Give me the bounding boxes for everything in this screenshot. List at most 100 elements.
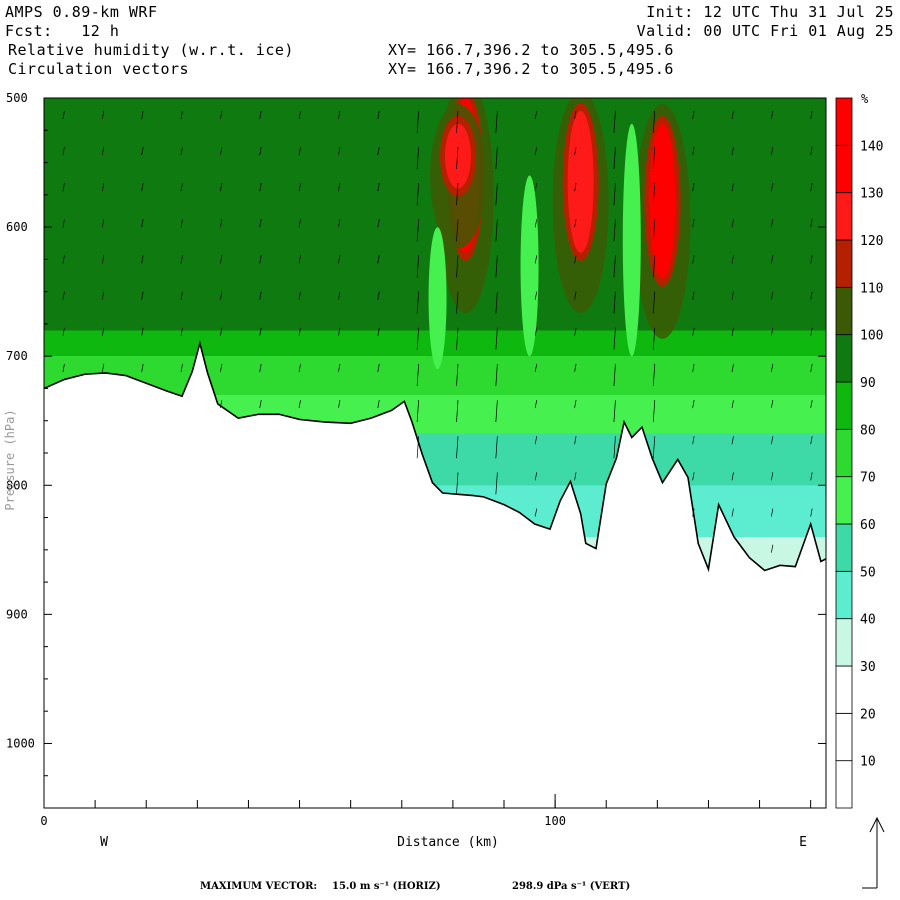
vector-arrow xyxy=(62,110,65,119)
vector-arrow xyxy=(377,255,380,264)
vector-arrow xyxy=(810,508,813,517)
vector-arrow xyxy=(613,436,616,459)
vector-arrow xyxy=(259,219,262,228)
colorbar-label: 30 xyxy=(860,660,876,675)
vector-arrow xyxy=(220,110,223,119)
vector-arrow xyxy=(298,183,301,192)
rh-max-2 xyxy=(649,123,676,279)
vector-arrow xyxy=(141,219,144,228)
y-tick-label: 700 xyxy=(6,349,28,363)
vector-arrow xyxy=(298,110,301,119)
vector-arrow xyxy=(534,146,538,156)
vector-arrow xyxy=(456,291,459,314)
vector-arrow xyxy=(731,508,734,517)
vector-arrow xyxy=(495,255,498,278)
colorbar-label: 140 xyxy=(860,139,883,154)
vector-arrow xyxy=(495,183,498,206)
vector-arrow xyxy=(692,291,695,300)
vector-arrow xyxy=(298,327,301,336)
vector-arrow xyxy=(338,110,341,119)
x-tick-label: 100 xyxy=(544,814,566,828)
vector-arrow xyxy=(456,363,459,386)
vector-arrow xyxy=(771,472,774,481)
vector-arrow xyxy=(377,110,380,119)
vector-arrow xyxy=(180,183,183,192)
colorbar-swatch xyxy=(835,97,853,146)
vector-arrow xyxy=(416,183,419,206)
vector-arrow xyxy=(495,363,498,386)
colorbar-label: 70 xyxy=(860,471,876,486)
vector-arrow xyxy=(259,327,262,336)
vector-arrow xyxy=(101,110,105,119)
vector-arrow xyxy=(141,110,144,119)
vector-arrow xyxy=(456,255,459,278)
vector-arrow xyxy=(259,146,262,156)
vector-arrow xyxy=(613,363,616,386)
vector-arrow xyxy=(731,110,734,119)
vector-arrow xyxy=(731,327,734,336)
vector-arrow xyxy=(298,146,301,156)
vector-arrow xyxy=(574,436,577,445)
vector-arrow xyxy=(613,219,616,242)
vector-arrow xyxy=(771,219,774,228)
colorbar-label: 120 xyxy=(860,234,883,249)
vector-arrow xyxy=(377,363,380,372)
colorbar-label: 130 xyxy=(860,187,883,202)
vector-arrow xyxy=(731,363,734,372)
vector-arrow xyxy=(298,400,301,409)
vector-arrow xyxy=(220,400,223,409)
colorbar-label: 100 xyxy=(860,329,883,344)
vector-arrow xyxy=(298,219,301,228)
forecast-hour: Fcst: 12 h xyxy=(5,22,120,40)
colorbar-label: 40 xyxy=(860,613,876,628)
colorbar-label: 80 xyxy=(860,423,876,438)
vector-arrow xyxy=(652,219,656,242)
vector-arrow xyxy=(810,219,813,228)
colorbar-swatch xyxy=(835,381,853,430)
vector-arrow xyxy=(180,219,183,228)
vector-arrow xyxy=(62,255,65,264)
field-name-vectors: Circulation vectors xyxy=(8,60,190,78)
vector-arrow xyxy=(771,544,774,553)
vector-arrow xyxy=(62,183,65,192)
vector-arrow xyxy=(771,183,774,192)
colorbar-swatch xyxy=(835,712,853,762)
vector-arrow xyxy=(810,400,813,409)
vector-arrow xyxy=(180,327,183,336)
vector-arrow xyxy=(534,363,538,372)
vector-arrow xyxy=(771,146,774,156)
vector-arrow xyxy=(141,327,144,336)
vector-arrow xyxy=(220,219,223,228)
y-tick-label: 900 xyxy=(6,607,28,621)
colorbar-swatch xyxy=(835,334,853,383)
vector-arrow xyxy=(377,400,380,409)
vector-arrow xyxy=(456,436,459,459)
vector-arrow xyxy=(456,400,459,423)
vector-arrow xyxy=(141,255,144,264)
vector-arrow xyxy=(456,327,459,350)
rh-dry-tongue-1 xyxy=(520,175,539,357)
vector-arrow xyxy=(456,472,459,495)
vector-arrow xyxy=(338,183,341,192)
y-tick-label: 600 xyxy=(6,220,28,234)
vector-arrow xyxy=(416,219,419,242)
colorbar-swatch xyxy=(835,192,853,241)
vector-arrow xyxy=(652,183,656,206)
vector-arrow xyxy=(141,363,144,372)
circulation-vectors xyxy=(62,110,813,553)
vector-arrow xyxy=(692,327,695,336)
vector-arrow xyxy=(731,436,734,445)
xy-range-2: XY= 166.7,396.2 to 305.5,495.6 xyxy=(388,60,674,78)
vector-arrow xyxy=(416,291,419,314)
colorbar-swatch xyxy=(835,760,853,809)
vector-arrow xyxy=(731,291,734,300)
vector-arrow xyxy=(574,327,577,336)
vector-arrow xyxy=(771,436,774,445)
vector-arrow xyxy=(141,183,144,192)
colorbar-label: 110 xyxy=(860,281,883,296)
vector-arrow xyxy=(652,400,656,423)
vector-arrow xyxy=(692,400,695,409)
vector-arrow xyxy=(220,291,223,300)
vector-arrow xyxy=(180,110,183,119)
colorbar-swatch xyxy=(835,144,853,194)
